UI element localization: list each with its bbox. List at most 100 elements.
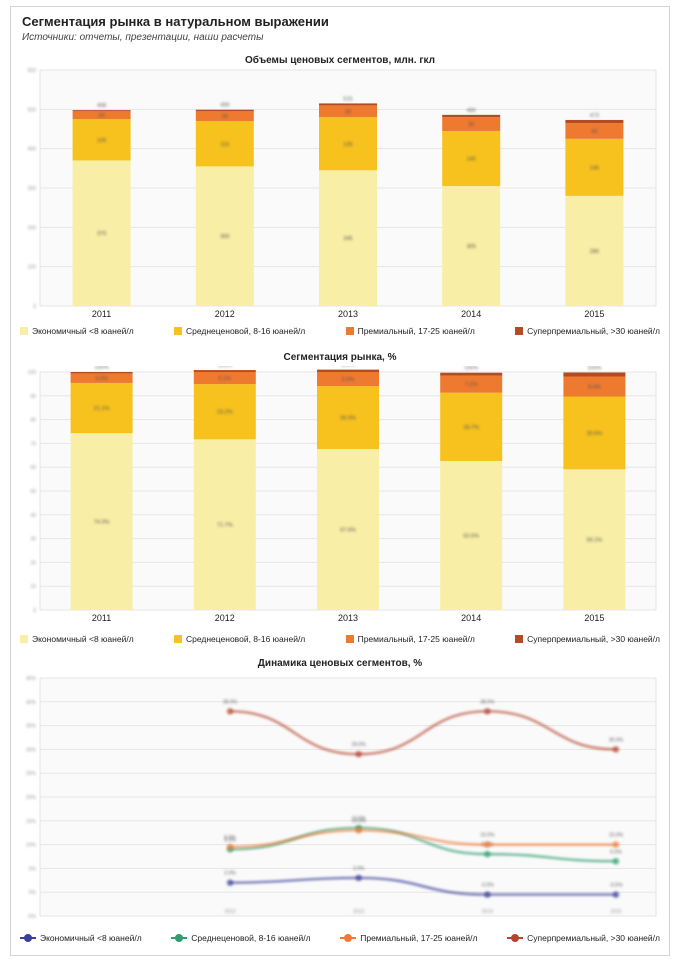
bar-segment-premium (440, 375, 503, 393)
y-tick-label: 100 (28, 370, 37, 376)
y-tick-label: 30% (26, 747, 37, 753)
bar-segment-superpremium (319, 103, 377, 106)
legend-label: Суперпремиальный, >30 юаней/л (527, 933, 660, 943)
y-tick-label: 40 (30, 513, 36, 519)
data-label: 345 (343, 236, 352, 242)
y-tick-label: 90 (30, 394, 36, 400)
y-tick-label: 50 (30, 489, 36, 495)
bar-segment-mid (442, 130, 501, 187)
chart2-legend: Экономичный <8 юаней/л Среднеценовой, 8-1… (20, 632, 660, 646)
data-label: 7.2% (465, 382, 478, 388)
legend-swatch (20, 934, 36, 942)
legend-item: Экономичный <8 юаней/л (20, 931, 142, 945)
legend-item: Премиальный, 17-25 юаней/л (345, 632, 475, 646)
x-tick-label: 2012 (215, 309, 235, 319)
y-tick-label: 80 (30, 418, 36, 424)
data-label: 9.0% (224, 837, 236, 843)
legend-item: Экономичный <8 юаней/л (20, 632, 134, 646)
bar-segment-superpremium (70, 372, 133, 374)
data-label: 10.0% (609, 833, 624, 839)
data-label: 30.0% (609, 737, 624, 743)
bar-segment-superpremium (440, 372, 503, 376)
total-label: 100% (95, 366, 109, 371)
series-point (226, 879, 234, 886)
data-label: 140 (467, 157, 476, 163)
data-label: 38.0% (223, 699, 238, 705)
chart2-title: Сегментация рынка, % (283, 352, 397, 363)
data-label: 13.5% (352, 816, 367, 822)
total-label: 515 (343, 96, 352, 102)
legend-label: Среднеценовой, 8-16 юаней/л (191, 933, 311, 943)
legend-label: Экономичный <8 юаней/л (32, 634, 134, 644)
series-point (355, 874, 362, 882)
x-tick-label: 2014 (461, 309, 481, 319)
data-label: 280 (590, 249, 599, 255)
y-tick-label: 0 (33, 304, 36, 310)
bar-segment-economy (193, 439, 256, 610)
bar-segment-superpremium (563, 372, 626, 377)
total-label: 100% (341, 366, 355, 369)
data-label: 13.0% (352, 818, 367, 824)
y-tick-label: 500 (28, 107, 37, 113)
data-label: 6.5% (610, 849, 622, 855)
page-title: Сегментация рынка в натуральном выражени… (22, 14, 329, 29)
data-label: 355 (220, 234, 229, 240)
x-tick-label: 2014 (461, 613, 481, 623)
bar-segment-economy (317, 449, 379, 610)
x-tick-label: 2015 (584, 309, 604, 319)
series-point (612, 841, 620, 848)
volume-stacked-bar-chart: 0 100 200 300 400 500 600 370 105 20 498 2011 355 115… (28, 68, 657, 319)
data-label: 5.1% (219, 376, 232, 382)
bar-segment-premium (565, 123, 624, 139)
legend-label: Экономичный <8 юаней/л (32, 326, 134, 336)
series-line-1 (229, 876, 616, 896)
y-tick-label: 100 (28, 265, 37, 271)
data-label: 115 (220, 142, 229, 148)
x-tick-label: 2012 (224, 909, 235, 915)
bar-segment-premium (193, 372, 256, 385)
y-tick-label: 0 (33, 608, 36, 614)
legend-swatch (515, 635, 524, 643)
series-point (612, 858, 620, 865)
y-tick-label: 45% (26, 676, 37, 682)
legend-item: Среднеценовой, 8-16 юаней/л (173, 632, 305, 646)
bar-segment-economy (72, 160, 131, 306)
series-line-4 (229, 710, 617, 756)
legend-swatch (173, 327, 182, 335)
x-tick-label: 2012 (215, 613, 235, 623)
data-label: 8.4% (588, 385, 601, 391)
y-tick-label: 10% (26, 843, 37, 849)
data-label: 3.0% (353, 866, 365, 872)
data-label: 62.6% (463, 534, 479, 540)
series-point (612, 746, 620, 753)
data-label: 305 (467, 244, 476, 250)
data-label: 67.6% (340, 528, 356, 534)
x-tick-label: 2015 (584, 613, 604, 623)
legend-swatch (20, 327, 28, 335)
legend-item: Премиальный, 17-25 юаней/л (345, 324, 475, 338)
bar-segment-superpremium (72, 110, 131, 112)
legend-label: Среднеценовой, 8-16 юаней/л (185, 326, 306, 336)
y-tick-label: 400 (28, 147, 37, 153)
bar-segment-mid (72, 119, 131, 161)
bar-segment-mid (563, 396, 626, 470)
series-point (226, 843, 234, 851)
bar-segment-premium (195, 111, 254, 122)
bar-segment-mid (70, 382, 133, 434)
bar-segment-superpremium (442, 114, 501, 118)
bar-segment-superpremium (317, 369, 379, 372)
data-label: 135 (343, 142, 352, 148)
bar-segment-mid (565, 138, 624, 196)
series-point (355, 750, 362, 758)
data-label: 25 (222, 114, 228, 120)
legend-label: Экономичный <8 юаней/л (40, 933, 142, 943)
data-label: -0.5% (481, 883, 495, 889)
data-label: 26.5% (340, 416, 356, 422)
legend-item: Среднеценовой, 8-16 юаней/л (171, 931, 311, 945)
chart3-title: Динамика ценовых сегментов, % (257, 658, 423, 669)
x-tick-label: 2013 (338, 309, 358, 319)
legend-label: Премиальный, 17-25 юаней/л (357, 634, 475, 644)
legend-item: Среднеценовой, 8-16 юаней/л (173, 324, 306, 338)
bar-segment-premium (72, 111, 131, 120)
data-label: 10.0% (480, 833, 495, 839)
